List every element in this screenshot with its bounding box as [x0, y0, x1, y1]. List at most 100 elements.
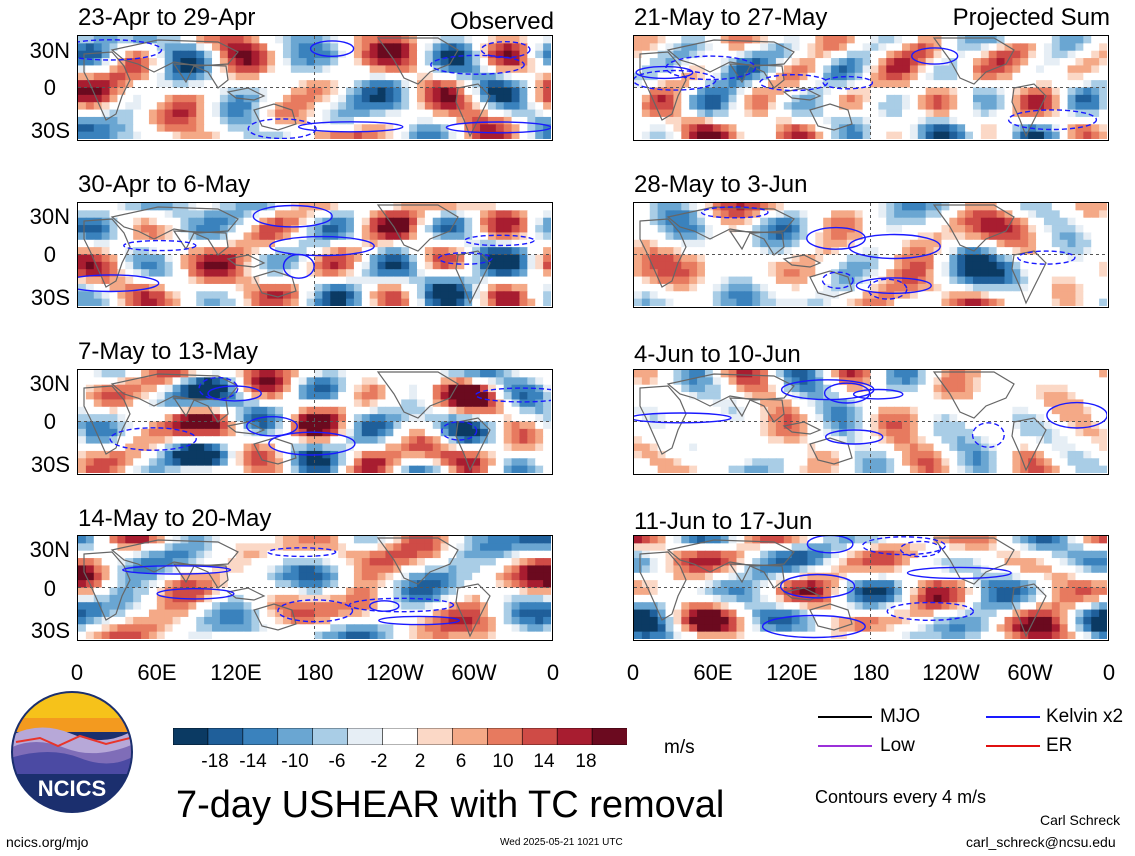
shear-cell [212, 203, 221, 211]
shear-cell [353, 254, 363, 263]
shear-cell [424, 624, 434, 633]
shear-cell [760, 203, 769, 211]
shear-cell [346, 558, 355, 567]
shear-cell [736, 283, 745, 292]
shear-cell [949, 225, 958, 234]
shear-cell [689, 283, 698, 292]
shear-cell [464, 283, 473, 292]
shear-cell [85, 109, 95, 118]
shear-cell [543, 43, 551, 52]
shear-cell [85, 116, 95, 125]
shear-cell [275, 458, 284, 467]
shear-cell [744, 261, 753, 270]
shear-cell [251, 58, 260, 67]
shear-cell [290, 436, 300, 445]
shear-cell [377, 217, 387, 226]
shear-cell [503, 72, 513, 81]
shear-cell [917, 131, 927, 139]
shear-cell [275, 239, 284, 248]
shear-cell [204, 565, 213, 574]
shear-cell [736, 65, 745, 74]
shear-cell [385, 436, 394, 445]
shear-cell [306, 602, 316, 611]
shear-cell [314, 414, 323, 423]
shear-cell [472, 443, 481, 452]
shear-cell [1083, 50, 1092, 59]
shear-cell [298, 283, 308, 292]
shear-cell [164, 609, 174, 618]
shear-cell [338, 65, 347, 74]
shear-cell [101, 276, 111, 285]
shear-cell [862, 116, 872, 125]
shear-cell [752, 261, 761, 270]
shear-cell [148, 109, 158, 118]
shear-cell [125, 254, 134, 263]
shear-cell [503, 399, 513, 408]
shear-cell [862, 247, 872, 256]
shear-cell [219, 377, 229, 386]
shear-cell [1083, 102, 1092, 111]
shear-cell [665, 58, 675, 67]
shear-cell [227, 239, 237, 248]
shear-cell [393, 450, 402, 459]
shear-cell [838, 276, 848, 285]
shear-cell [527, 217, 536, 226]
shear-cell [925, 225, 935, 234]
shear-cell [117, 225, 126, 234]
shear-cell [393, 428, 402, 437]
shear-cell [535, 254, 544, 263]
shear-cell [330, 443, 339, 452]
shear-cell [219, 392, 229, 401]
shear-cell [314, 565, 323, 574]
shear-cell [665, 276, 675, 285]
shear-cell [511, 298, 521, 306]
shear-cell [949, 72, 958, 81]
shear-cell [180, 631, 189, 639]
shear-cell [432, 594, 442, 603]
shear-cell [385, 399, 394, 408]
shear-cell [180, 580, 189, 589]
shear-cell [298, 594, 308, 603]
shear-cell [298, 276, 308, 285]
shear-cell [480, 43, 489, 52]
shear-cell [511, 124, 521, 133]
shear-cell [752, 254, 761, 263]
shear-cell [665, 225, 675, 234]
shear-cell [870, 217, 879, 226]
shear-cell [219, 631, 229, 639]
shear-cell [180, 131, 189, 139]
shear-cell [712, 102, 722, 111]
shear-cell [385, 109, 394, 118]
shear-cell [464, 87, 473, 96]
shear-cell [1012, 94, 1021, 103]
shear-cell [251, 116, 260, 125]
shear-cell [972, 102, 982, 111]
shear-cell [85, 276, 95, 285]
shear-cell [393, 225, 402, 234]
shear-cell [1036, 65, 1045, 74]
shear-cell [267, 392, 276, 401]
shear-cell [527, 109, 536, 118]
shear-cell [503, 217, 513, 226]
shear-cell [503, 550, 513, 559]
shear-cell [440, 116, 450, 125]
shear-cell [768, 65, 777, 74]
shear-cell [689, 124, 698, 133]
shear-cell [267, 225, 276, 234]
shear-cell [775, 50, 785, 59]
shear-cell [172, 210, 182, 219]
shear-cell [527, 421, 536, 430]
shear-cell [156, 232, 166, 241]
shear-cell [330, 203, 339, 211]
shear-cell [369, 43, 379, 52]
shear-cell [503, 558, 513, 567]
shear-cell [385, 465, 394, 473]
shear-cell [432, 580, 442, 589]
shear-cell [243, 283, 253, 292]
shear-cell [141, 609, 150, 618]
shear-cell [259, 283, 268, 292]
shear-cell [196, 370, 205, 378]
shear-cell [487, 443, 497, 452]
shear-cell [196, 428, 205, 437]
shear-cell [180, 550, 189, 559]
